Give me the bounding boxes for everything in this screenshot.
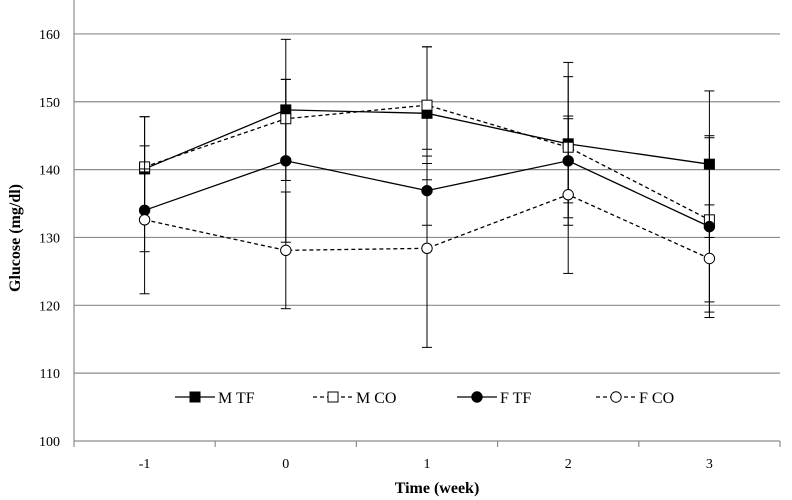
data-point [189, 391, 201, 403]
legend-item: F TF [457, 390, 531, 407]
series-f-co [138, 115, 716, 348]
x-tick-label: 3 [706, 457, 713, 472]
data-point [562, 189, 574, 201]
data-point [138, 214, 151, 226]
legend-label: F TF [500, 390, 531, 407]
data-point [327, 391, 339, 403]
data-point [471, 391, 483, 403]
y-tick-label: 150 [39, 96, 60, 111]
legend-label: M TF [218, 390, 255, 407]
data-series [138, 38, 716, 348]
data-point [421, 99, 433, 111]
x-tick-label: 2 [565, 457, 572, 472]
y-tick-label: 100 [39, 435, 60, 450]
x-axis-title: Time (week) [395, 480, 480, 497]
axes [73, 0, 781, 447]
y-tick-label: 120 [39, 299, 60, 314]
legend-label: M CO [356, 390, 396, 407]
x-tick-label: -1 [139, 457, 151, 472]
data-point [280, 244, 292, 257]
y-tick-label: 130 [39, 231, 60, 246]
y-tick-labels: 100 110 120 130 140 150 160 [39, 28, 60, 450]
y-tick-label: 140 [39, 164, 60, 179]
legend-item: F CO [596, 390, 674, 407]
x-tick-label: 1 [424, 457, 431, 472]
y-tick-label: 160 [39, 28, 60, 43]
x-tick-label: 0 [282, 457, 289, 472]
legend-item: M CO [313, 390, 396, 407]
legend-label: F CO [639, 390, 674, 407]
series-line [144, 104, 710, 221]
y-tick-label: 110 [40, 367, 60, 382]
data-point [421, 242, 433, 255]
x-tick-labels: -1 0 1 2 3 [139, 457, 713, 472]
legend-item: M TF [175, 390, 255, 407]
legend: M TF M CO F TF F CO [175, 390, 674, 407]
data-point [280, 155, 292, 167]
data-point [703, 252, 716, 265]
y-axis-title: Glucose (mg/dl) [7, 184, 24, 292]
data-point [610, 391, 622, 403]
